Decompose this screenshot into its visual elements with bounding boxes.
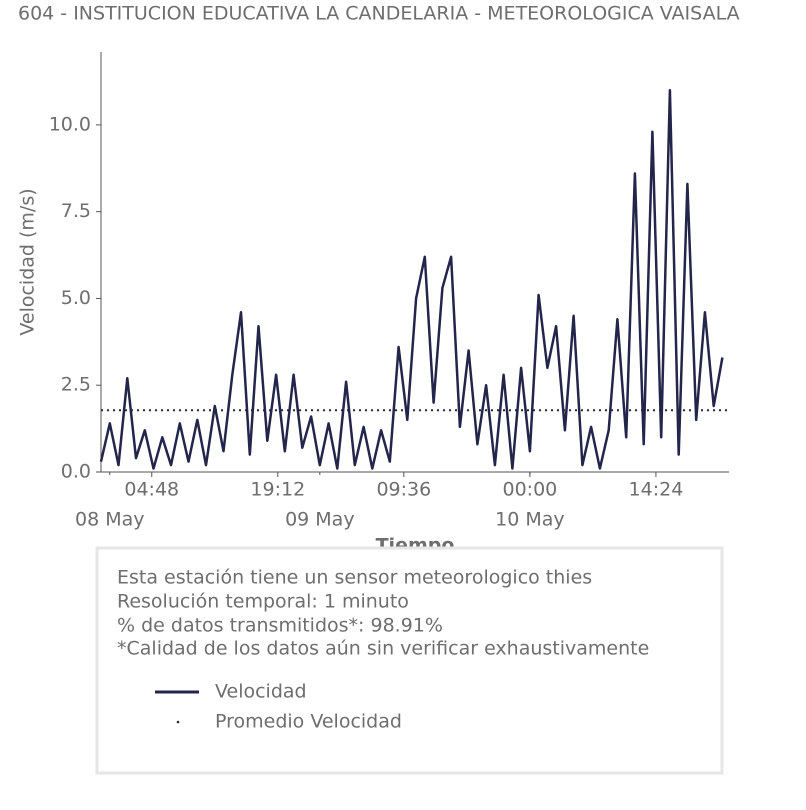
y-tick-label: 2.5 xyxy=(61,374,91,396)
info-box xyxy=(95,546,724,775)
info-line: *Calidad de los datos aún sin verificar … xyxy=(117,638,649,660)
chart-title: 604 - INSTITUCION EDUCATIVA LA CANDELARI… xyxy=(18,3,740,25)
x-tick-label: 00:00 xyxy=(502,479,557,501)
y-axis-label: Velocidad (m/s) xyxy=(17,188,39,335)
x-minor-tick-label: 09 May xyxy=(285,509,355,531)
y-tick-label: 5.0 xyxy=(61,287,91,309)
x-tick-label: 14:24 xyxy=(629,479,684,501)
info-line: % de datos transmitidos*: 98.91% xyxy=(117,615,443,637)
x-tick-label: 04:48 xyxy=(124,479,179,501)
info-line: Resolución temporal: 1 minuto xyxy=(117,591,409,613)
x-minor-tick-label: 08 May xyxy=(75,509,145,531)
data-line xyxy=(99,88,724,470)
y-tick-label: 0.0 xyxy=(61,461,91,483)
y-tick-label: 7.5 xyxy=(61,200,91,222)
info-line: Esta estación tiene un sensor meteorolog… xyxy=(117,567,592,589)
x-tick-label: 19:12 xyxy=(250,479,305,501)
x-tick-label: 09:36 xyxy=(376,479,431,501)
legend-swatch xyxy=(176,720,180,724)
legend-label: Velocidad xyxy=(215,681,307,703)
legend-label: Promedio Velocidad xyxy=(215,711,402,733)
y-tick-label: 10.0 xyxy=(49,113,91,135)
x-minor-tick-label: 10 May xyxy=(495,509,565,531)
